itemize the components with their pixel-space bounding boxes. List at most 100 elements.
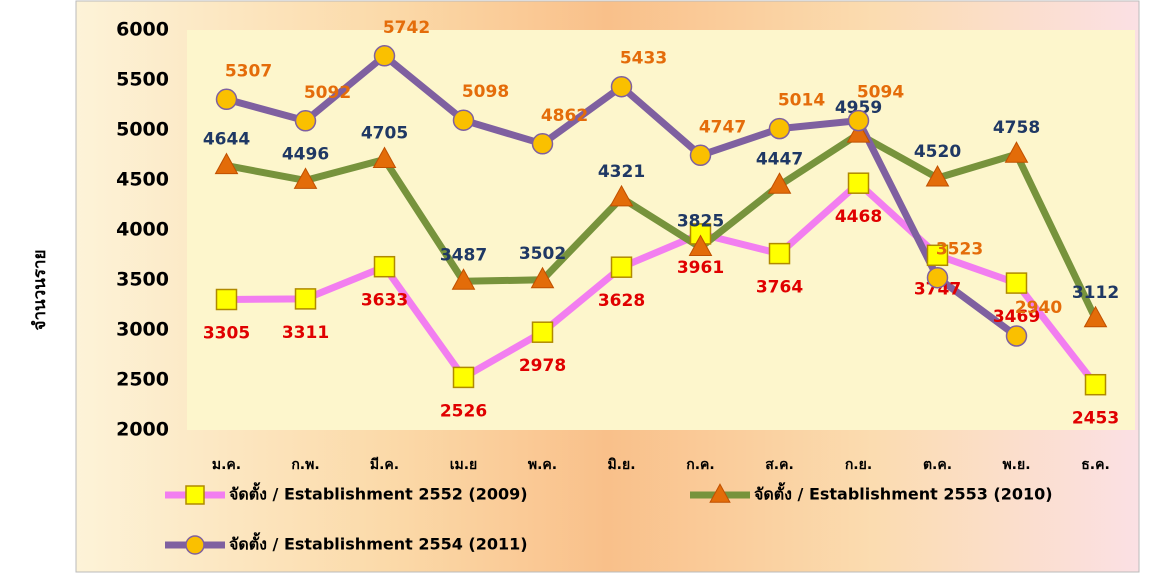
data-label: 3469 <box>993 307 1040 327</box>
point-marker <box>847 172 870 194</box>
point-marker <box>215 88 238 111</box>
point-marker <box>926 244 949 267</box>
x-tick-label: มิ.ย. <box>607 457 635 473</box>
data-label: 5433 <box>620 49 667 69</box>
point-marker <box>847 109 870 132</box>
legend-label: จัดตั้ง / Establishment 2554 (2011) <box>229 532 528 554</box>
point-marker <box>1005 272 1028 294</box>
point-marker <box>452 109 475 131</box>
point-marker <box>1084 373 1107 396</box>
point-marker <box>610 256 633 278</box>
point-marker <box>925 164 950 187</box>
point-marker <box>610 75 633 98</box>
point-marker <box>926 266 949 289</box>
data-label: 3502 <box>519 244 566 264</box>
data-label: 3628 <box>598 291 645 311</box>
data-label: 4468 <box>835 207 882 227</box>
data-label: 3112 <box>1072 283 1119 303</box>
data-label: 4520 <box>914 142 961 162</box>
series-line <box>226 179 1099 387</box>
legend-marker <box>709 483 731 503</box>
data-label: 3633 <box>361 291 408 311</box>
legend-label: จัดตั้ง / Establishment 2552 (2009) <box>229 482 528 504</box>
point-marker <box>768 117 791 140</box>
plot-area <box>187 30 1135 430</box>
data-label: 5742 <box>383 18 430 38</box>
data-label: 3747 <box>914 279 961 299</box>
point-marker <box>373 255 396 278</box>
data-label: 3961 <box>677 258 724 278</box>
data-label: 5014 <box>778 91 825 111</box>
point-marker <box>451 268 476 290</box>
point-marker <box>372 146 397 168</box>
x-tick-label: ม.ค. <box>212 457 241 473</box>
legend-marker <box>185 485 205 505</box>
data-label: 5094 <box>857 83 904 103</box>
y-tick-label: 5000 <box>116 119 169 141</box>
point-marker <box>373 45 396 67</box>
y-tick-label: 3000 <box>116 319 169 341</box>
point-marker <box>688 234 713 256</box>
data-label: 5307 <box>225 61 272 81</box>
data-label: 3825 <box>677 212 724 232</box>
data-label: 4705 <box>361 124 408 144</box>
point-marker <box>609 184 634 207</box>
legend-marker <box>185 535 205 555</box>
data-label: 3764 <box>756 278 803 298</box>
point-marker <box>530 266 555 289</box>
x-tick-label: ก.พ. <box>291 457 319 473</box>
point-marker <box>1005 325 1028 347</box>
y-tick-label: 2500 <box>116 369 169 391</box>
y-tick-label: 4000 <box>116 219 169 241</box>
point-marker <box>294 110 317 132</box>
data-label: 2453 <box>1072 409 1119 429</box>
data-label: 5092 <box>304 83 351 103</box>
data-label: 2978 <box>519 356 566 376</box>
point-marker <box>1004 141 1029 163</box>
data-label: 2526 <box>440 401 487 421</box>
x-tick-label: ก.ค. <box>686 457 714 473</box>
data-label: 2940 <box>1015 298 1062 318</box>
data-label: 3311 <box>282 323 329 343</box>
series-line <box>225 130 1099 321</box>
data-label: 4321 <box>598 162 645 182</box>
data-label: 5098 <box>462 82 509 102</box>
y-tick-label: 6000 <box>116 19 169 41</box>
x-tick-label: ส.ค. <box>765 457 794 473</box>
x-tick-label: ธ.ค. <box>1081 457 1110 473</box>
data-label: 4747 <box>699 117 746 137</box>
x-tick-label: พ.ย. <box>1002 457 1030 473</box>
point-marker <box>294 288 317 310</box>
point-marker <box>215 288 238 311</box>
point-marker <box>689 144 712 167</box>
x-tick-label: พ.ค. <box>528 457 557 473</box>
point-marker <box>214 152 239 175</box>
data-label: 3523 <box>936 240 983 260</box>
x-tick-label: มี.ค. <box>370 457 399 473</box>
x-tick-label: เม.ย <box>450 457 478 473</box>
point-marker <box>293 167 318 189</box>
data-label: 4496 <box>282 144 329 164</box>
data-label: 4758 <box>993 118 1040 138</box>
point-marker <box>767 172 792 194</box>
data-label: 3305 <box>203 324 250 344</box>
data-label: 3487 <box>440 245 487 265</box>
data-label: 4959 <box>835 98 882 118</box>
x-tick-label: ต.ค. <box>923 457 952 473</box>
point-marker <box>452 366 475 389</box>
point-marker <box>1083 305 1108 328</box>
data-label: 4447 <box>756 149 803 169</box>
point-marker <box>531 133 554 155</box>
y-axis-label: จำนวนราย <box>30 250 50 331</box>
y-tick-label: 5500 <box>116 69 169 91</box>
y-tick-label: 2000 <box>116 419 169 441</box>
data-label: 4862 <box>541 106 588 126</box>
point-marker <box>768 242 791 265</box>
point-marker <box>531 321 554 343</box>
y-tick-label: 3500 <box>116 269 169 291</box>
x-tick-label: ก.ย. <box>845 457 872 473</box>
point-marker <box>846 121 871 143</box>
y-tick-label: 4500 <box>116 169 169 191</box>
data-label: 4644 <box>203 130 250 150</box>
